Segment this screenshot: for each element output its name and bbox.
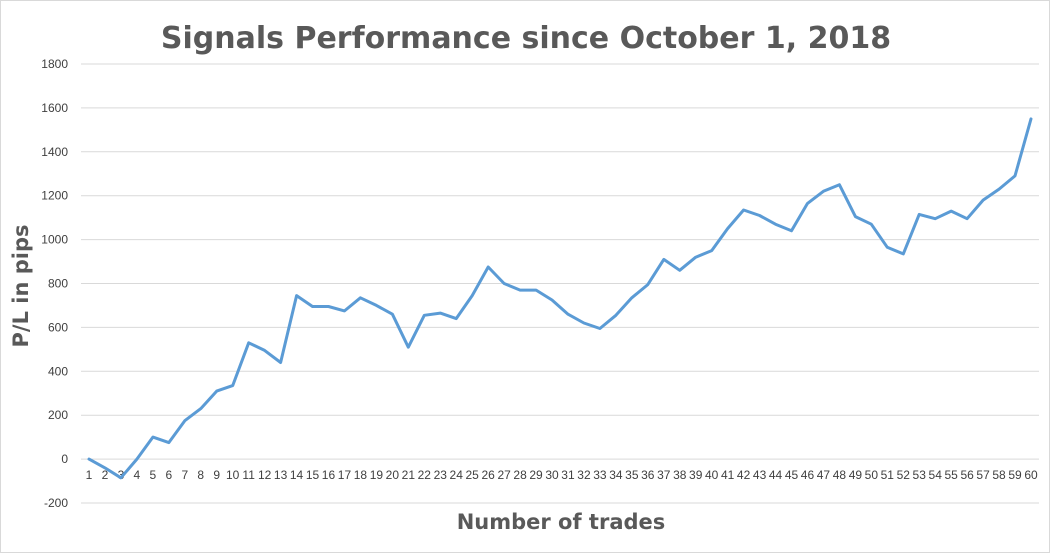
- y-tick-label: -200: [44, 496, 68, 510]
- x-tick-label: 38: [673, 468, 687, 482]
- x-tick-label: 24: [450, 468, 464, 482]
- x-tick-label: 13: [274, 468, 288, 482]
- x-tick-label: 46: [801, 468, 815, 482]
- x-tick-label: 57: [976, 468, 990, 482]
- y-tick-label: 400: [48, 364, 68, 378]
- x-tick-label: 9: [213, 468, 220, 482]
- x-tick-label: 40: [705, 468, 719, 482]
- y-tick-label: 200: [48, 408, 68, 422]
- x-tick-label: 27: [497, 468, 511, 482]
- x-tick-label: 30: [545, 468, 559, 482]
- x-tick-label: 52: [897, 468, 911, 482]
- x-tick-label: 7: [181, 468, 188, 482]
- y-tick-label: 600: [48, 320, 68, 334]
- x-tick-label: 58: [992, 468, 1006, 482]
- x-tick-label: 35: [625, 468, 639, 482]
- x-tick-label: 59: [1008, 468, 1022, 482]
- x-tick-label: 10: [226, 468, 240, 482]
- x-axis-ticks: 1 2 3 4 5 6 7 8 9 10 11 12 13 14 15 16 17 18 19 20 21 22 23 24 2…: [86, 468, 1038, 482]
- x-tick-label: 49: [849, 468, 863, 482]
- x-tick-label: 56: [960, 468, 974, 482]
- x-tick-label: 34: [609, 468, 623, 482]
- x-tick-label: 43: [753, 468, 767, 482]
- x-tick-label: 29: [529, 468, 543, 482]
- y-tick-label: 1400: [41, 145, 68, 159]
- x-tick-label: 20: [386, 468, 400, 482]
- x-tick-label: 1: [86, 468, 93, 482]
- x-tick-label: 53: [913, 468, 927, 482]
- y-tick-label: 1000: [41, 233, 68, 247]
- x-tick-label: 14: [290, 468, 304, 482]
- x-tick-label: 32: [577, 468, 591, 482]
- y-axis-ticks: -200 0 200 400 600 800 1000 1200 1400 1600 1800: [41, 57, 68, 510]
- series-line: [87, 117, 1033, 480]
- x-tick-label: 6: [165, 468, 172, 482]
- y-tick-label: 1600: [41, 101, 68, 115]
- gridlines: [81, 63, 1039, 504]
- x-tick-label: 31: [561, 468, 575, 482]
- x-tick-label: 51: [881, 468, 895, 482]
- x-tick-label: 12: [258, 468, 272, 482]
- x-tick-label: 5: [150, 468, 157, 482]
- y-tick-label: 1200: [41, 189, 68, 203]
- y-tick-label: 0: [61, 452, 68, 466]
- x-tick-label: 25: [466, 468, 480, 482]
- x-tick-label: 60: [1024, 468, 1038, 482]
- chart-title: Signals Performance since October 1, 201…: [161, 21, 891, 56]
- x-tick-label: 2: [102, 468, 109, 482]
- x-tick-label: 4: [134, 468, 141, 482]
- x-tick-label: 21: [402, 468, 416, 482]
- x-tick-label: 15: [306, 468, 320, 482]
- x-tick-label: 48: [833, 468, 847, 482]
- x-tick-label: 39: [689, 468, 703, 482]
- x-tick-label: 42: [737, 468, 751, 482]
- x-axis-title: Number of trades: [457, 510, 666, 534]
- x-tick-label: 19: [370, 468, 384, 482]
- x-tick-label: 41: [721, 468, 735, 482]
- y-tick-label: 800: [48, 277, 68, 291]
- x-tick-label: 28: [513, 468, 527, 482]
- x-tick-label: 18: [354, 468, 368, 482]
- x-tick-label: 23: [434, 468, 448, 482]
- x-tick-label: 36: [641, 468, 655, 482]
- x-tick-label: 37: [657, 468, 671, 482]
- y-axis-title: P/L in pips: [9, 225, 33, 348]
- x-tick-label: 44: [769, 468, 783, 482]
- x-tick-label: 16: [322, 468, 336, 482]
- x-tick-label: 22: [418, 468, 432, 482]
- x-tick-label: 47: [817, 468, 831, 482]
- x-tick-label: 33: [593, 468, 607, 482]
- x-tick-label: 11: [242, 468, 255, 482]
- y-tick-label: 1800: [41, 57, 68, 71]
- x-tick-label: 8: [197, 468, 204, 482]
- x-tick-label: 3: [118, 468, 125, 482]
- x-tick-label: 26: [481, 468, 495, 482]
- x-tick-label: 55: [944, 468, 958, 482]
- x-tick-label: 45: [785, 468, 799, 482]
- x-tick-label: 17: [338, 468, 352, 482]
- x-tick-label: 54: [929, 468, 943, 482]
- x-tick-label: 50: [865, 468, 879, 482]
